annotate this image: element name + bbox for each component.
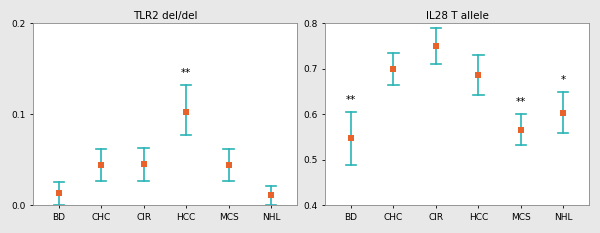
- Text: **: **: [516, 97, 526, 107]
- Text: **: **: [346, 95, 356, 105]
- Title: IL28 T allele: IL28 T allele: [426, 11, 488, 21]
- Text: **: **: [181, 68, 191, 78]
- Title: TLR2 del/del: TLR2 del/del: [133, 11, 197, 21]
- Text: *: *: [561, 75, 566, 85]
